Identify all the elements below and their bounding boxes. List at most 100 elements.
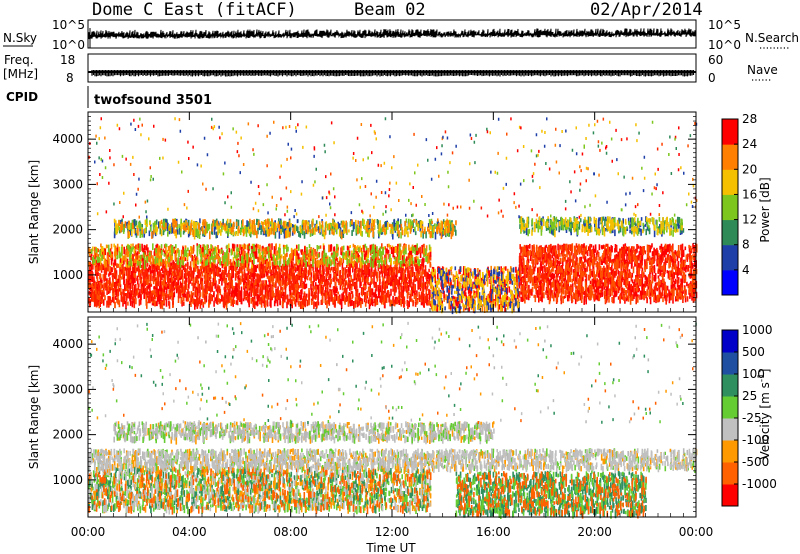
velocity-colorbar-tick-label: -100: [742, 433, 769, 447]
nave-tick-high: 60: [708, 53, 723, 67]
scatter-cells: [90, 243, 431, 269]
nave-tick-low: 0: [708, 71, 716, 85]
x-tick-label: 20:00: [577, 525, 612, 539]
sparse-scatter: [113, 119, 696, 217]
velocity-scatter: [88, 321, 698, 519]
velocity-colorbar-segment: [722, 462, 738, 485]
power-colorbar-label: Power [dB]: [758, 177, 772, 242]
y-tick-label: 3000: [52, 382, 83, 396]
power-colorbar-segment: [722, 194, 738, 221]
sparse-scatter: [96, 117, 692, 218]
velocity-colorbar-tick-label: 25: [742, 389, 757, 403]
velocity-colorbar-tick-label: -1000: [742, 477, 777, 491]
scatter-cells: [430, 266, 520, 313]
velocity-colorbar-label: Velocity [m s-1]: [757, 369, 772, 460]
velocity-ylabel: Slant Range [km]: [27, 365, 41, 469]
y-tick-label: 4000: [52, 337, 83, 351]
scatter-cells: [430, 266, 520, 314]
sparse-scatter: [96, 117, 663, 219]
scatter-cells: [456, 471, 647, 519]
power-colorbar: 4 8 12 16 20 24 28: [721, 112, 757, 296]
power-ylabel: Slant Range [km]: [27, 160, 41, 264]
power-colorbar-tick-label: 8: [742, 238, 750, 252]
scatter-cells: [88, 448, 697, 474]
beam-label: Beam 02: [354, 0, 426, 20]
time-axis: 00:00 04:00 08:00 12:00 16:00 20:00 00:00: [71, 112, 714, 539]
scatter-cells: [118, 218, 457, 240]
velocity-colorbar-tick-label: 100: [742, 367, 765, 381]
freq-trace: [91, 70, 695, 77]
velocity-colorbar-tick-label: 1000: [742, 323, 773, 337]
velocity-colorbar-segment: [722, 374, 738, 397]
velocity-colorbar-segment: [722, 396, 738, 419]
velocity-colorbar-tick-label: -500: [742, 455, 769, 469]
power-colorbar-tick-label: 20: [742, 162, 757, 176]
sparse-scatter: [91, 322, 693, 422]
scatter-cells: [113, 421, 493, 444]
scatter-cells: [519, 243, 698, 305]
scatter-cells: [88, 448, 694, 474]
y-tick-label: 2000: [52, 223, 83, 237]
scatter-cells: [520, 216, 683, 238]
velocity-colorbar-segment: [722, 418, 738, 441]
cpid-value: twofsound 3501: [94, 93, 212, 108]
freq-label-1: Freq.: [4, 53, 34, 67]
power-colorbar-tick-label: 12: [742, 213, 757, 227]
velocity-colorbar-segment: [722, 352, 738, 375]
scatter-cells: [518, 243, 697, 305]
scatter-cells: [519, 216, 683, 237]
nsearch-label: N.Search: [745, 31, 799, 45]
freq-tick-high: 18: [60, 53, 75, 67]
velocity-colorbar-tick-label: -25: [742, 411, 762, 425]
y-tick-label: 4000: [52, 132, 83, 146]
nsky-tick-low: 10^0: [52, 38, 85, 52]
x-axis-label: Time UT: [365, 541, 416, 554]
scatter-cells: [88, 466, 431, 514]
sparse-scatter: [100, 117, 688, 218]
power-colorbar-tick-label: 4: [742, 263, 750, 277]
scatter-cells: [88, 261, 430, 309]
x-tick-label: 08:00: [273, 525, 308, 539]
scatter-cells: [90, 243, 432, 269]
velocity-colorbar-segment: [722, 330, 738, 353]
scatter-cells: [113, 218, 454, 240]
nsearch-tick-low: 10^0: [708, 38, 741, 52]
scatter-cells: [430, 266, 520, 315]
power-colorbar-tick-label: 16: [742, 187, 757, 201]
noise-trace: [87, 28, 697, 40]
sparse-scatter: [96, 117, 695, 220]
scatter-cells: [88, 466, 432, 515]
x-tick-label: 16:00: [476, 525, 511, 539]
power-colorbar-segment: [722, 119, 738, 145]
plot-title: Dome C East (fitACF): [92, 0, 297, 20]
velocity-colorbar-segment: [722, 440, 738, 463]
sparse-scatter: [88, 328, 694, 424]
scatter-cells: [92, 448, 698, 474]
y-tick-label: 1000: [52, 473, 83, 487]
sparse-scatter: [88, 323, 682, 424]
power-scatter: [88, 117, 698, 315]
cpid-label: CPID: [6, 90, 38, 104]
nsky-label: N.Sky: [3, 31, 37, 45]
power-colorbar-tick-label: 28: [742, 112, 757, 126]
x-tick-label: 00:00: [679, 525, 714, 539]
power-colorbar-segment: [722, 244, 738, 271]
freq-panel-frame: [87, 53, 697, 83]
y-tick-label: 1000: [52, 268, 83, 282]
y-tick-label: 3000: [52, 177, 83, 191]
scatter-cells: [88, 466, 432, 515]
power-colorbar-segment: [722, 269, 738, 296]
noise-lines: [87, 28, 697, 48]
freq-tick-low: 8: [66, 71, 74, 85]
freq-label-2: [MHz]: [3, 67, 38, 81]
velocity-colorbar-tick-label: 500: [742, 345, 765, 359]
velocity-colorbar-segment: [722, 484, 738, 507]
x-tick-label: 04:00: [172, 525, 207, 539]
power-colorbar-segment: [722, 169, 738, 195]
freq-lines: [88, 70, 696, 77]
scatter-cells: [92, 243, 432, 269]
x-tick-label: 12:00: [375, 525, 410, 539]
date-label: 02/Apr/2014: [590, 0, 703, 20]
power-colorbar-frame: [721, 118, 739, 296]
